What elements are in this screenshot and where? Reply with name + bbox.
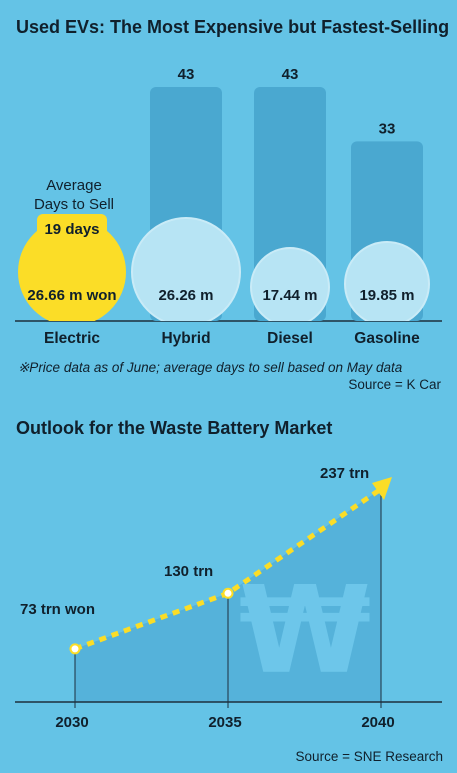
avg-days-label-line2: Days to Sell xyxy=(34,196,114,213)
bar-value-label: 33 xyxy=(379,120,396,137)
battery-source: Source = SNE Research xyxy=(295,749,443,764)
bar-value-label: 43 xyxy=(282,66,299,83)
price-bubble-gasoline xyxy=(344,241,430,321)
point-2035 xyxy=(222,587,234,599)
price-label: 26.26 m xyxy=(158,287,213,304)
ev-source: Source = K Car xyxy=(348,377,441,392)
point-2040-arrow xyxy=(372,476,392,500)
category-label: Diesel xyxy=(267,330,313,347)
price-bubble-diesel xyxy=(250,247,330,321)
bar-value-label: 43 xyxy=(178,66,195,83)
point-label-2030: 73 trn won xyxy=(20,601,95,618)
point-label-2040: 237 trn xyxy=(320,465,369,482)
price-label: 17.44 m xyxy=(262,287,317,304)
days-badge-label: 19 days xyxy=(44,221,99,238)
days-badge xyxy=(37,214,107,252)
point-2030 xyxy=(69,643,81,655)
x-tick-label: 2040 xyxy=(361,714,394,731)
category-label: Hybrid xyxy=(161,330,210,347)
price-bubble-hybrid xyxy=(131,217,241,321)
won-watermark-icon: ₩ xyxy=(239,562,371,701)
x-tick-label: 2035 xyxy=(208,714,241,731)
ev-chart-title: Used EVs: The Most Expensive but Fastest… xyxy=(16,17,450,37)
battery-chart-title: Outlook for the Waste Battery Market xyxy=(16,418,333,438)
x-tick-label: 2030 xyxy=(55,714,88,731)
price-label: 26.66 m won xyxy=(27,287,116,304)
footnote: ※Price data as of June; average days to … xyxy=(18,360,403,375)
point-label-2035: 130 trn xyxy=(164,563,213,580)
category-label: Electric xyxy=(44,330,100,347)
category-label: Gasoline xyxy=(354,330,420,347)
price-label: 19.85 m xyxy=(359,287,414,304)
avg-days-label-line1: Average xyxy=(46,177,102,194)
